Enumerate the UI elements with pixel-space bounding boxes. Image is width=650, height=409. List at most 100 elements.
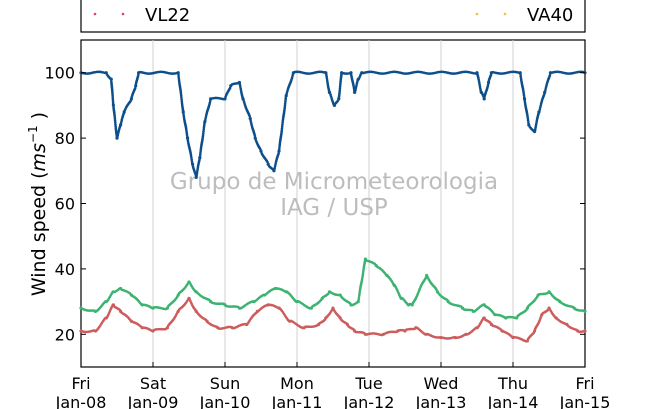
- data-point: [525, 339, 530, 343]
- data-point: [583, 309, 587, 314]
- data-point: [202, 127, 206, 131]
- x-tick-day: Fri: [71, 374, 90, 393]
- legend-marker-vl22: [121, 12, 125, 16]
- data-point: [280, 125, 284, 128]
- series-1: [79, 257, 587, 320]
- data-point: [109, 77, 113, 81]
- y-tick-label: 20: [55, 325, 75, 344]
- data-point: [519, 72, 522, 76]
- data-point: [361, 270, 365, 273]
- data-point: [185, 136, 190, 140]
- data-point: [113, 121, 117, 124]
- data-point: [190, 156, 193, 160]
- data-point: [202, 129, 205, 133]
- data-point: [280, 127, 284, 130]
- y-tick-label: 100: [44, 64, 75, 83]
- data-point: [548, 73, 552, 77]
- data-point: [202, 131, 205, 135]
- legend: VL22 VA40: [80, 0, 586, 33]
- data-point: [522, 94, 526, 97]
- data-point: [179, 94, 183, 98]
- data-point: [349, 71, 353, 75]
- data-point: [111, 96, 115, 99]
- y-axis-ticks: 20 40 60 80 100: [44, 64, 585, 344]
- x-tick-day: Mon: [280, 374, 314, 393]
- data-point: [277, 148, 281, 152]
- data-point: [253, 134, 257, 137]
- x-tick-date: Jan-14: [487, 393, 539, 409]
- data-point: [111, 103, 115, 107]
- data-point: [136, 73, 140, 77]
- x-tick-date: Jan-13: [415, 393, 467, 409]
- data-point: [583, 329, 587, 333]
- data-point: [526, 118, 530, 122]
- data-point: [338, 83, 342, 87]
- x-tick-day: Fri: [575, 374, 594, 393]
- data-point: [361, 272, 365, 275]
- watermark-line-2: IAG / USP: [280, 195, 388, 221]
- watermark-line-1: Grupo de Micrometeorologia: [170, 169, 498, 195]
- series-2: [79, 296, 587, 343]
- y-tick-label: 80: [55, 129, 75, 148]
- y-axis-label: Wind speed (ms−1): [26, 112, 50, 296]
- x-tick-day: Wed: [424, 374, 459, 393]
- series-layer: [79, 70, 587, 343]
- legend-marker-va40: [475, 12, 479, 16]
- data-point: [129, 97, 133, 101]
- vertical-gridlines: [152, 40, 514, 367]
- data-point: [283, 103, 287, 107]
- data-point: [527, 120, 530, 124]
- data-point: [486, 83, 490, 87]
- plot-area: [80, 39, 586, 368]
- legend-marker-vl22: [93, 12, 97, 16]
- x-tick-date: Jan-10: [199, 393, 251, 409]
- x-tick-date: Jan-08: [55, 393, 107, 409]
- data-point: [111, 98, 115, 101]
- x-tick-day: Sat: [140, 374, 166, 393]
- data-point: [259, 149, 263, 153]
- legend-marker-va40: [503, 12, 507, 16]
- ylabel-exponent: −1: [26, 125, 40, 143]
- x-tick-date: Jan-09: [127, 393, 179, 409]
- x-tick-day: Thu: [497, 374, 528, 393]
- data-point: [357, 295, 361, 299]
- svg-text:Wind speed (ms−1): Wind speed (ms−1): [26, 112, 50, 296]
- data-point: [482, 97, 486, 101]
- data-point: [185, 133, 189, 137]
- x-tick-day: Tue: [354, 374, 382, 393]
- x-tick-date: Jan-12: [343, 393, 395, 409]
- series-0: [79, 70, 587, 179]
- data-point: [533, 329, 537, 333]
- data-point: [278, 146, 281, 150]
- ylabel-text: Wind speed (: [28, 171, 50, 296]
- data-point: [134, 84, 138, 88]
- legend-label-vl22: VL22: [145, 5, 190, 26]
- data-point: [180, 98, 183, 101]
- data-point: [248, 114, 251, 118]
- data-point: [357, 294, 361, 297]
- data-point: [486, 80, 491, 85]
- data-point: [223, 97, 227, 101]
- y-tick-label: 40: [55, 260, 75, 279]
- data-point: [283, 102, 287, 105]
- data-point: [199, 151, 202, 155]
- data-point: [111, 94, 114, 98]
- data-point: [338, 87, 342, 90]
- y-tick-label: 60: [55, 195, 75, 214]
- data-point: [338, 85, 342, 88]
- ylabel-close: ): [28, 112, 50, 119]
- x-axis-ticks: FriJan-08SatJan-09SunJan-10MonJan-11TueJ…: [55, 362, 611, 409]
- x-tick-date: Jan-15: [559, 393, 611, 409]
- ylabel-unit: ms: [28, 143, 50, 172]
- x-tick-day: Sun: [210, 374, 240, 393]
- data-point: [165, 326, 169, 330]
- data-point: [198, 155, 202, 158]
- data-point: [177, 74, 180, 78]
- data-point: [113, 117, 117, 121]
- legend-label-va40: VA40: [527, 5, 573, 26]
- data-point: [180, 96, 183, 99]
- data-point: [113, 119, 117, 122]
- data-point: [198, 153, 202, 157]
- data-point: [191, 162, 195, 166]
